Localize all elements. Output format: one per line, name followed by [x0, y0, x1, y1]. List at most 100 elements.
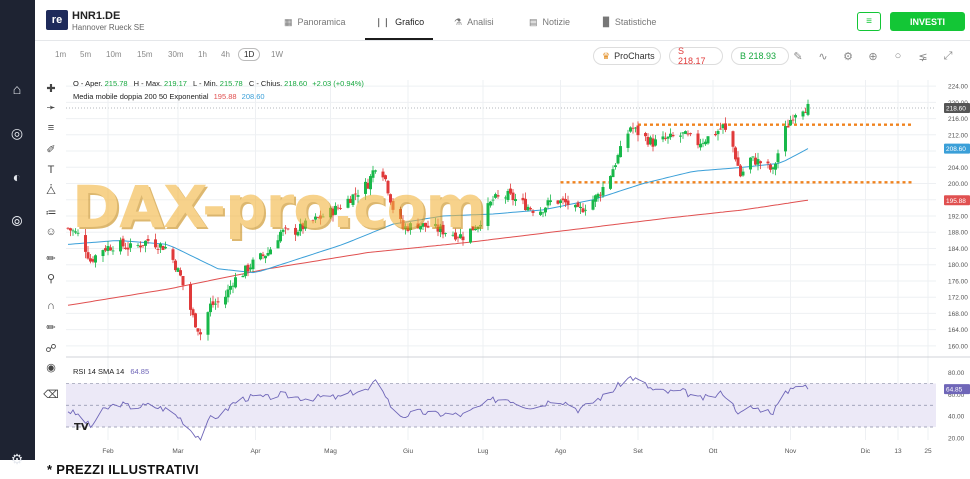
comment-icon[interactable]: ○: [894, 50, 902, 62]
candle-body: [439, 226, 442, 233]
draw-pencil-icon[interactable]: ✎: [793, 50, 803, 63]
timeframe-5m[interactable]: 5m: [80, 50, 92, 59]
candle: [631, 122, 635, 134]
candle-body: [136, 245, 140, 246]
candle: [509, 183, 512, 195]
tab-statistiche[interactable]: ▉ Statistiche: [603, 17, 657, 27]
price-tick-label: 168.00: [948, 311, 968, 318]
candle-body: [469, 228, 472, 243]
candle-body: [404, 226, 407, 229]
invest-button[interactable]: INVESTI: [890, 12, 965, 31]
magnet-icon[interactable]: ∩: [47, 300, 55, 312]
candle: [716, 129, 720, 141]
tab-grafico[interactable]: ❘❘ Grafico: [365, 10, 433, 40]
text-tool-icon[interactable]: T: [47, 164, 55, 176]
tab-notizie[interactable]: ▤ Notizie: [529, 17, 571, 27]
candle-body: [126, 247, 130, 250]
candle-body: [566, 200, 570, 205]
lock-pen-icon[interactable]: ✏: [46, 321, 56, 334]
candle-body: [686, 133, 690, 135]
trash-icon[interactable]: ⌫: [43, 388, 59, 401]
compare-plus-icon[interactable]: ⊕: [868, 50, 878, 63]
ruler-icon[interactable]: ✏: [46, 252, 56, 265]
trendline-icon[interactable]: ➛: [46, 101, 56, 114]
candle: [444, 232, 447, 237]
candle: [784, 120, 787, 157]
candle: [106, 241, 110, 256]
time-tick-label: Mag: [324, 448, 337, 455]
candle-body: [279, 231, 282, 242]
indicators-icon[interactable]: ∿: [818, 50, 828, 63]
timeframe-15m[interactable]: 15m: [137, 50, 153, 59]
candle: [626, 129, 630, 153]
candle: [671, 132, 675, 138]
candle-body: [159, 243, 162, 248]
crosshair-icon[interactable]: ✚: [46, 82, 56, 95]
candle-body: [426, 225, 430, 228]
share-icon[interactable]: ⪇: [918, 50, 928, 63]
candle-body: [539, 211, 542, 215]
tab-analisi[interactable]: ⚗ Analisi: [454, 17, 494, 27]
buy-price-button[interactable]: B 218.93: [731, 47, 789, 65]
portfolio-pie-icon[interactable]: ◐: [12, 169, 22, 185]
candle-body: [759, 161, 762, 164]
candle-body: [146, 238, 150, 241]
settings-gear-icon[interactable]: ⚙: [10, 450, 24, 467]
candle-body: [766, 161, 770, 164]
timeframe-30m[interactable]: 30m: [168, 50, 184, 59]
zoom-in-icon[interactable]: ⚲: [46, 272, 56, 285]
candle-body: [654, 139, 657, 146]
candle: [561, 196, 565, 205]
time-tick-label: Giu: [403, 448, 414, 455]
candle-body: [486, 203, 490, 226]
candle-body: [769, 164, 772, 170]
candle-body: [141, 245, 145, 247]
price-chart[interactable]: 160.00 164.00 168.00 172.00 176.00 180.00 184.…: [66, 72, 970, 460]
add-to-watchlist-button[interactable]: ≡: [857, 12, 881, 31]
candle-body: [299, 223, 302, 232]
visibility-eye-icon[interactable]: ◉: [46, 361, 56, 374]
horizontal-lines-icon[interactable]: ≡: [47, 122, 55, 134]
fullscreen-icon[interactable]: ⤢: [943, 49, 953, 62]
brush-icon[interactable]: ✐: [46, 143, 56, 156]
candle: [611, 165, 615, 178]
candle: [299, 218, 302, 236]
candle-body: [211, 301, 215, 305]
tab-panoramica[interactable]: ▦ Panoramica: [284, 17, 346, 27]
candle-body: [349, 198, 352, 204]
timeframe-1w[interactable]: 1W: [271, 50, 283, 59]
timeframe-1d[interactable]: 1D: [238, 48, 261, 61]
candle-body: [649, 137, 652, 145]
candle: [731, 130, 735, 153]
fibonacci-icon[interactable]: ≔: [45, 206, 57, 219]
last-price-badge: [944, 103, 970, 114]
candle-body: [521, 197, 525, 201]
pattern-icon[interactable]: ⧊: [46, 184, 56, 197]
candle-body: [171, 249, 175, 260]
lock-icon[interactable]: ☍: [45, 342, 57, 355]
newspaper-icon: ▤: [529, 17, 538, 27]
home-icon[interactable]: ⌂: [12, 81, 22, 97]
timeframe-10m[interactable]: 10m: [106, 50, 122, 59]
candle: [579, 202, 582, 214]
timeframe-4h[interactable]: 4h: [221, 50, 230, 59]
candle-body: [716, 131, 720, 135]
flask-icon: ⚗: [454, 17, 463, 27]
candle-body: [441, 224, 445, 235]
candle-body: [704, 141, 707, 145]
timeframe-1h[interactable]: 1h: [198, 50, 207, 59]
candle-body: [261, 254, 265, 256]
chart-settings-icon[interactable]: ⚙: [843, 50, 853, 63]
candle: [176, 267, 180, 272]
candle: [161, 245, 165, 251]
candle: [224, 290, 227, 309]
candle-body: [209, 303, 212, 313]
watchlist-eye-icon[interactable]: ◎: [10, 124, 24, 141]
candle-body: [266, 252, 270, 256]
timeframe-1m[interactable]: 1m: [55, 50, 67, 59]
discover-compass-icon[interactable]: ⦾: [11, 212, 23, 229]
sell-price-button[interactable]: S 218.17: [669, 46, 723, 66]
candle: [206, 311, 210, 341]
emoji-icon[interactable]: ☺: [45, 226, 57, 238]
procharts-button[interactable]: ♛ ProCharts: [593, 47, 661, 65]
